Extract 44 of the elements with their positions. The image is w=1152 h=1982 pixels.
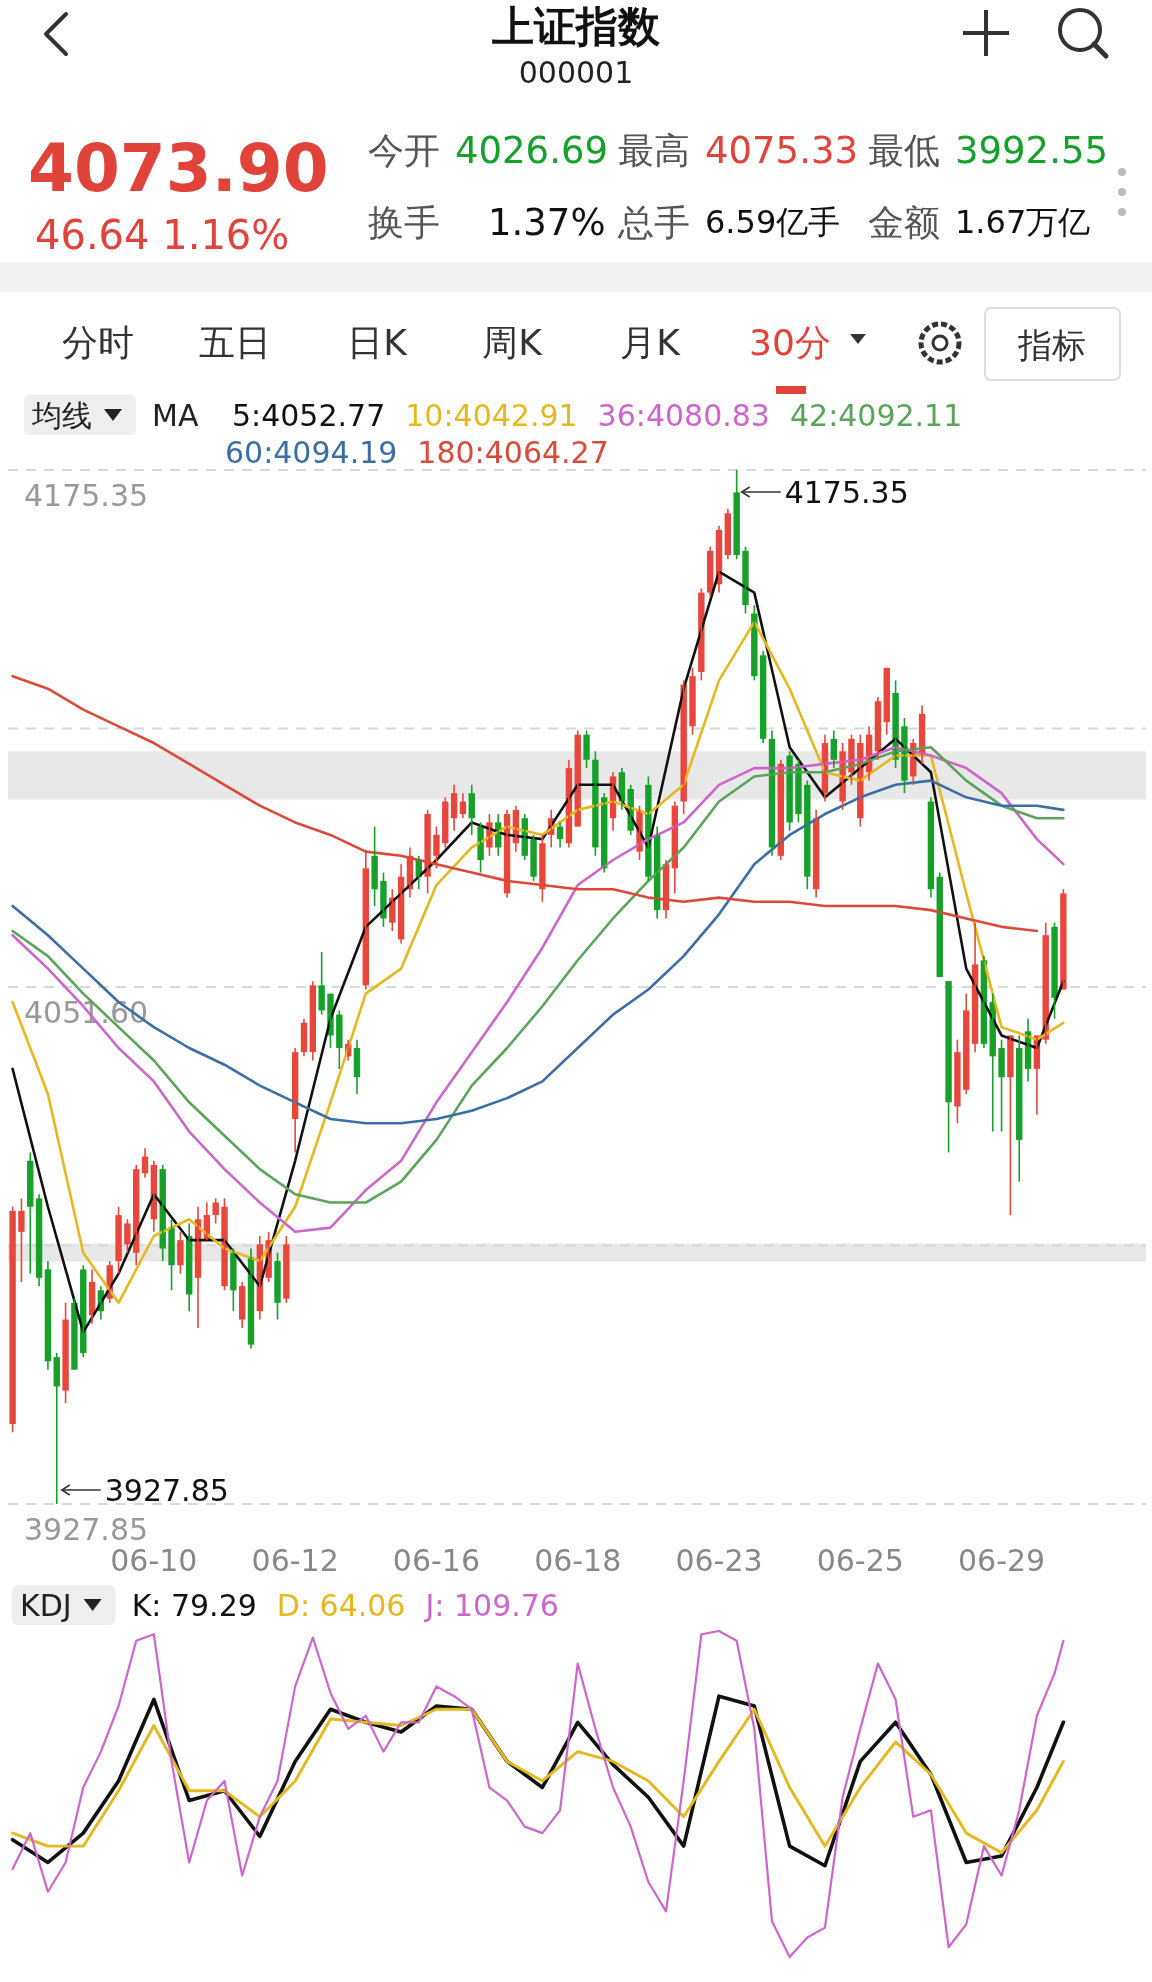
text: 周K	[482, 321, 544, 363]
text: 换手	[368, 201, 440, 243]
text: 000001	[518, 54, 634, 90]
text: 日K	[347, 321, 409, 363]
x-tick-label: 06-25	[816, 1542, 904, 1578]
text: 最高	[618, 129, 690, 171]
annotation: 3927.85	[104, 1472, 229, 1508]
text: 五日	[199, 321, 271, 363]
text: 30分	[749, 321, 831, 363]
text: 1.67万亿	[955, 203, 1091, 241]
text: 60:4094.19	[225, 434, 398, 470]
text: 总手	[617, 201, 690, 243]
text: 今开	[368, 129, 440, 171]
text: 46.64 1.16%	[35, 212, 290, 258]
text: 月K	[620, 321, 682, 363]
text: 5:4052.77	[232, 397, 386, 433]
text: 6.59亿手	[705, 203, 841, 241]
x-tick-label: 06-23	[675, 1542, 763, 1578]
text: 均线	[31, 397, 92, 433]
text: 指标	[1017, 325, 1086, 365]
text: 金额	[868, 201, 940, 243]
x-tick-label: 06-16	[392, 1542, 481, 1578]
x-tick-label: 06-18	[534, 1542, 622, 1578]
text: 1.37%	[488, 200, 606, 244]
text: MA	[152, 397, 199, 433]
text: KDJ	[20, 1587, 72, 1623]
text: 上证指数	[491, 1, 661, 51]
text: K: 79.29	[131, 1587, 257, 1623]
text: 分时	[62, 321, 134, 363]
text: 36:4080.83	[597, 397, 770, 433]
series-label: J: 109.76	[423, 1587, 559, 1623]
text: 最低	[868, 129, 940, 171]
text: 4073.90	[28, 129, 329, 207]
text: 42:4092.11	[789, 397, 963, 433]
x-tick-label: 06-12	[251, 1542, 339, 1578]
text: 4075.33	[705, 128, 859, 172]
y-tick-label: 4175.35	[24, 477, 149, 513]
text: 3992.55	[955, 128, 1109, 172]
text: D: 64.06	[276, 1587, 406, 1623]
annotation: 4175.35	[784, 474, 909, 510]
text: 4026.69	[455, 128, 609, 172]
x-tick-label: 06-29	[957, 1542, 1046, 1578]
text: 10:4042.91	[405, 397, 578, 433]
text: 180:4064.27	[417, 434, 609, 470]
